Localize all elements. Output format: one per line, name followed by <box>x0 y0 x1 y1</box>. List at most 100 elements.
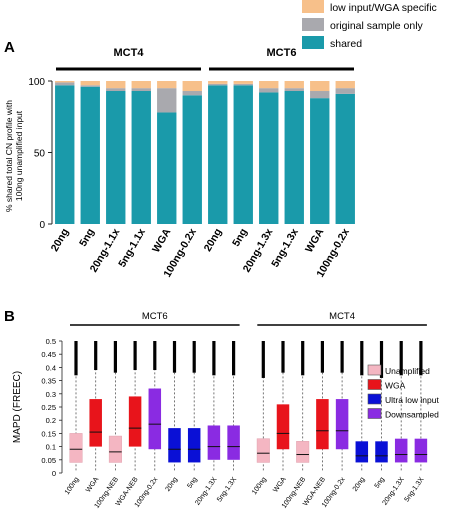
group-label: MCT6 <box>142 311 168 322</box>
x-tick-label: 5ng-1.3X <box>216 476 238 504</box>
y-tick-label: 50 <box>34 149 46 160</box>
legend-swatch <box>367 408 382 419</box>
y-tick-label: 0.1 <box>46 443 56 452</box>
bar-segment <box>310 81 330 92</box>
bar-segment <box>55 82 75 86</box>
y-tick-label: 0 <box>39 220 45 231</box>
box-body <box>108 435 122 463</box>
bar-segment <box>106 81 126 89</box>
box-body <box>296 441 310 463</box>
x-tick-label: WGA <box>150 226 173 255</box>
bar-segment <box>310 98 330 224</box>
bar-segment <box>335 81 355 89</box>
legend-swatch <box>302 18 324 31</box>
x-tick-label: 5ng <box>230 227 250 249</box>
bar-segment <box>157 81 177 89</box>
bar-segment <box>259 81 279 89</box>
bar-segment <box>259 88 279 93</box>
y-tick-label: 0.2 <box>46 416 56 425</box>
x-tick-label: 5ng-1.3X <box>404 476 426 504</box>
box-body <box>69 433 83 463</box>
box-body <box>89 399 102 447</box>
bar-segment <box>208 83 228 86</box>
bar-segment <box>80 86 100 224</box>
legend-label: Downsampled <box>385 410 439 420</box>
bar-segment <box>106 88 126 92</box>
legend-label: shared <box>330 38 362 50</box>
legend-label: Unamplified <box>385 366 430 376</box>
bar-segment <box>233 85 253 224</box>
x-tick-label: 20ng <box>164 476 179 493</box>
bar-segment <box>208 81 228 84</box>
stacked-bar-chart-panel-a: % shared total CN profile with100ng unam… <box>4 0 437 280</box>
x-tick-label: 5ng <box>186 476 198 490</box>
y-tick-label: 0.35 <box>41 377 56 386</box>
bar-segment <box>233 81 253 84</box>
panel-b-label: B <box>4 308 15 325</box>
box-body <box>207 425 221 460</box>
bar-segment <box>55 85 75 224</box>
box-plot-panel-b: MAPD (FREEC) 0 0.05 0.1 0.15 0.2 0.25 0.3 0.35 0.… <box>12 311 439 510</box>
x-tick-label: 20ng <box>352 476 367 493</box>
bar-segment <box>284 91 304 224</box>
bar-segment <box>182 95 202 224</box>
bar-segment <box>310 91 330 99</box>
bar-segment <box>335 93 355 225</box>
legend-swatch <box>302 0 324 13</box>
y-tick-label: 100 <box>28 77 45 88</box>
bar-segment <box>259 92 279 224</box>
box-body <box>414 438 428 463</box>
y-tick-label: 0.45 <box>41 350 56 359</box>
box-body <box>375 441 388 463</box>
y-tick-label: 0.3 <box>46 390 56 399</box>
y-tick-label: 0.4 <box>46 363 56 372</box>
x-tick-label: 20ng <box>202 227 225 254</box>
legend-label: Ultra low input <box>385 395 439 405</box>
box-body <box>335 399 349 450</box>
y-axis-label-line-2: 100ng unamplified input <box>14 110 24 201</box>
bar-segment <box>131 88 151 92</box>
box-body <box>276 404 290 450</box>
bar-segment <box>182 91 202 96</box>
box-body <box>256 438 270 463</box>
x-tick-label: WGA <box>272 476 288 494</box>
box-body <box>187 428 201 463</box>
bar-segment <box>284 81 304 89</box>
bar-segment <box>80 81 100 86</box>
box-body <box>316 399 329 450</box>
group-label: MCT6 <box>267 47 297 59</box>
y-tick-label: 0.05 <box>41 456 56 465</box>
bar-segment <box>131 81 151 89</box>
legend-label: low input/WGA specific <box>330 2 437 14</box>
box-body <box>355 441 369 463</box>
bar-segment <box>157 88 177 113</box>
x-tick-label: 5ng <box>77 227 97 249</box>
legend-label: WGA <box>385 381 406 391</box>
bar-segment <box>233 83 253 86</box>
y-tick-label: 0.5 <box>46 337 56 346</box>
bar-segment <box>80 85 100 87</box>
y-axis-label: MAPD (FREEC) <box>12 371 23 443</box>
x-tick-label: WGA <box>303 226 326 255</box>
bar-segment <box>208 85 228 224</box>
group-label: MCT4 <box>114 47 145 59</box>
y-axis-label: % shared total CN profile with100ng unam… <box>4 100 24 212</box>
legend-label: original sample only <box>330 20 424 32</box>
legend-swatch <box>367 364 382 376</box>
group-label: MCT4 <box>329 311 355 322</box>
panel-a-label: A <box>4 39 15 56</box>
x-tick-label: 100ng <box>64 476 81 496</box>
legend-swatch <box>302 36 324 49</box>
bar-segment <box>106 91 126 224</box>
bar-segment <box>182 81 202 92</box>
box-body <box>168 428 181 463</box>
x-tick-label: 5ng <box>374 476 386 490</box>
y-tick-label: 0.15 <box>41 429 56 438</box>
x-tick-label: 100ng <box>251 476 268 496</box>
legend-swatch <box>367 393 382 405</box>
box-body <box>148 388 162 450</box>
x-tick-label: WGA <box>85 476 101 494</box>
x-tick-label: 20ng <box>49 227 72 254</box>
legend-swatch <box>367 379 382 390</box>
bar-segment <box>284 88 304 92</box>
